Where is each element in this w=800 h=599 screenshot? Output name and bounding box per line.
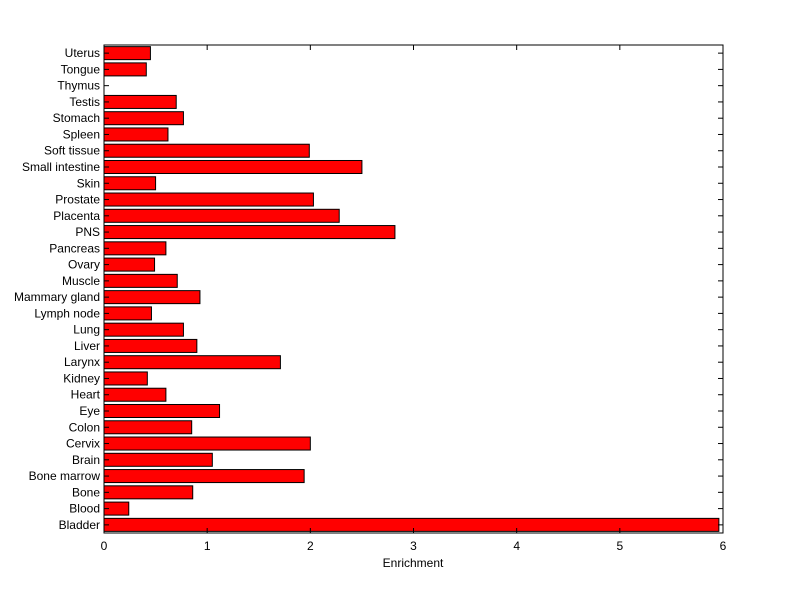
x-tick-label-3: 3 (410, 539, 417, 553)
y-tick-label-bladder: Bladder (59, 518, 100, 532)
y-tick-label-thymus: Thymus (57, 79, 100, 93)
y-tick-label-bone: Bone (72, 485, 100, 499)
y-tick-label-larynx: Larynx (64, 355, 100, 369)
y-tick-label-lung: Lung (73, 323, 100, 337)
bar-soft-tissue (103, 143, 310, 158)
bar-lung (103, 322, 184, 337)
y-tick-label-kidney: Kidney (63, 371, 100, 385)
x-tick-label-6: 6 (720, 539, 727, 553)
y-tick-label-tongue: Tongue (61, 62, 101, 76)
x-tick-label-1: 1 (204, 539, 211, 553)
bar-prostate (103, 192, 314, 207)
y-tick-label-ovary: Ovary (68, 258, 100, 272)
bar-testis (103, 94, 177, 109)
x-tick-label-2: 2 (307, 539, 314, 553)
bar-mammary-gland (103, 290, 201, 305)
y-tick-label-soft-tissue: Soft tissue (44, 144, 100, 158)
bar-spleen (103, 127, 169, 142)
y-tick-label-testis: Testis (69, 95, 100, 109)
x-axis-label: Enrichment (383, 556, 444, 570)
y-tick-label-brain: Brain (72, 453, 100, 467)
bar-liver (103, 338, 198, 353)
y-tick-label-mammary-gland: Mammary gland (14, 290, 100, 304)
y-tick-label-liver: Liver (74, 339, 100, 353)
bar-bone-marrow (103, 469, 305, 484)
y-tick-label-stomach: Stomach (53, 111, 100, 125)
x-tick-label-5: 5 (616, 539, 623, 553)
bar-placenta (103, 208, 340, 223)
y-tick-label-heart: Heart (71, 388, 101, 402)
bar-lymph-node (103, 306, 152, 321)
x-tick-label-4: 4 (513, 539, 520, 553)
y-tick-label-skin: Skin (77, 176, 100, 190)
x-tick-label-0: 0 (101, 539, 108, 553)
bar-cervix (103, 436, 311, 451)
y-ticks-group: Bladder Blood Bone Bone marrow Brain Cervix Co… (14, 46, 723, 532)
bar-bone (103, 485, 194, 500)
y-tick-label-muscle: Muscle (62, 274, 100, 288)
bar-tongue (103, 62, 147, 77)
y-tick-label-uterus: Uterus (65, 46, 100, 60)
y-tick-label-pns: PNS (75, 225, 100, 239)
plot-area (104, 45, 723, 533)
y-tick-label-prostate: Prostate (55, 193, 100, 207)
bar-uterus (103, 46, 151, 61)
bar-colon (103, 420, 193, 435)
y-tick-label-pancreas: Pancreas (49, 241, 100, 255)
y-tick-label-bone-marrow: Bone marrow (29, 469, 101, 483)
bar-muscle (103, 273, 178, 288)
bar-larynx (103, 355, 281, 370)
bar-small-intestine (103, 159, 363, 175)
y-tick-label-placenta: Placenta (53, 209, 100, 223)
y-tick-label-lymph-node: Lymph node (34, 306, 100, 320)
y-tick-label-cervix: Cervix (66, 437, 100, 451)
y-tick-label-blood: Blood (69, 502, 100, 516)
bar-skin (103, 176, 157, 191)
bar-pancreas (103, 241, 167, 256)
bar-heart (103, 387, 167, 402)
bar-bladder (103, 517, 720, 532)
bar-ovary (103, 257, 156, 272)
y-tick-label-colon: Colon (69, 420, 100, 434)
y-tick-label-spleen: Spleen (63, 127, 100, 141)
plot-frame (103, 44, 724, 534)
bar-kidney (103, 371, 148, 386)
bar-pns (103, 225, 396, 240)
y-tick-label-eye: Eye (79, 404, 100, 418)
bar-stomach (103, 111, 184, 126)
bar-brain (103, 452, 213, 467)
y-tick-label-small-intestine: Small intestine (22, 160, 100, 174)
bar-eye (103, 403, 221, 419)
